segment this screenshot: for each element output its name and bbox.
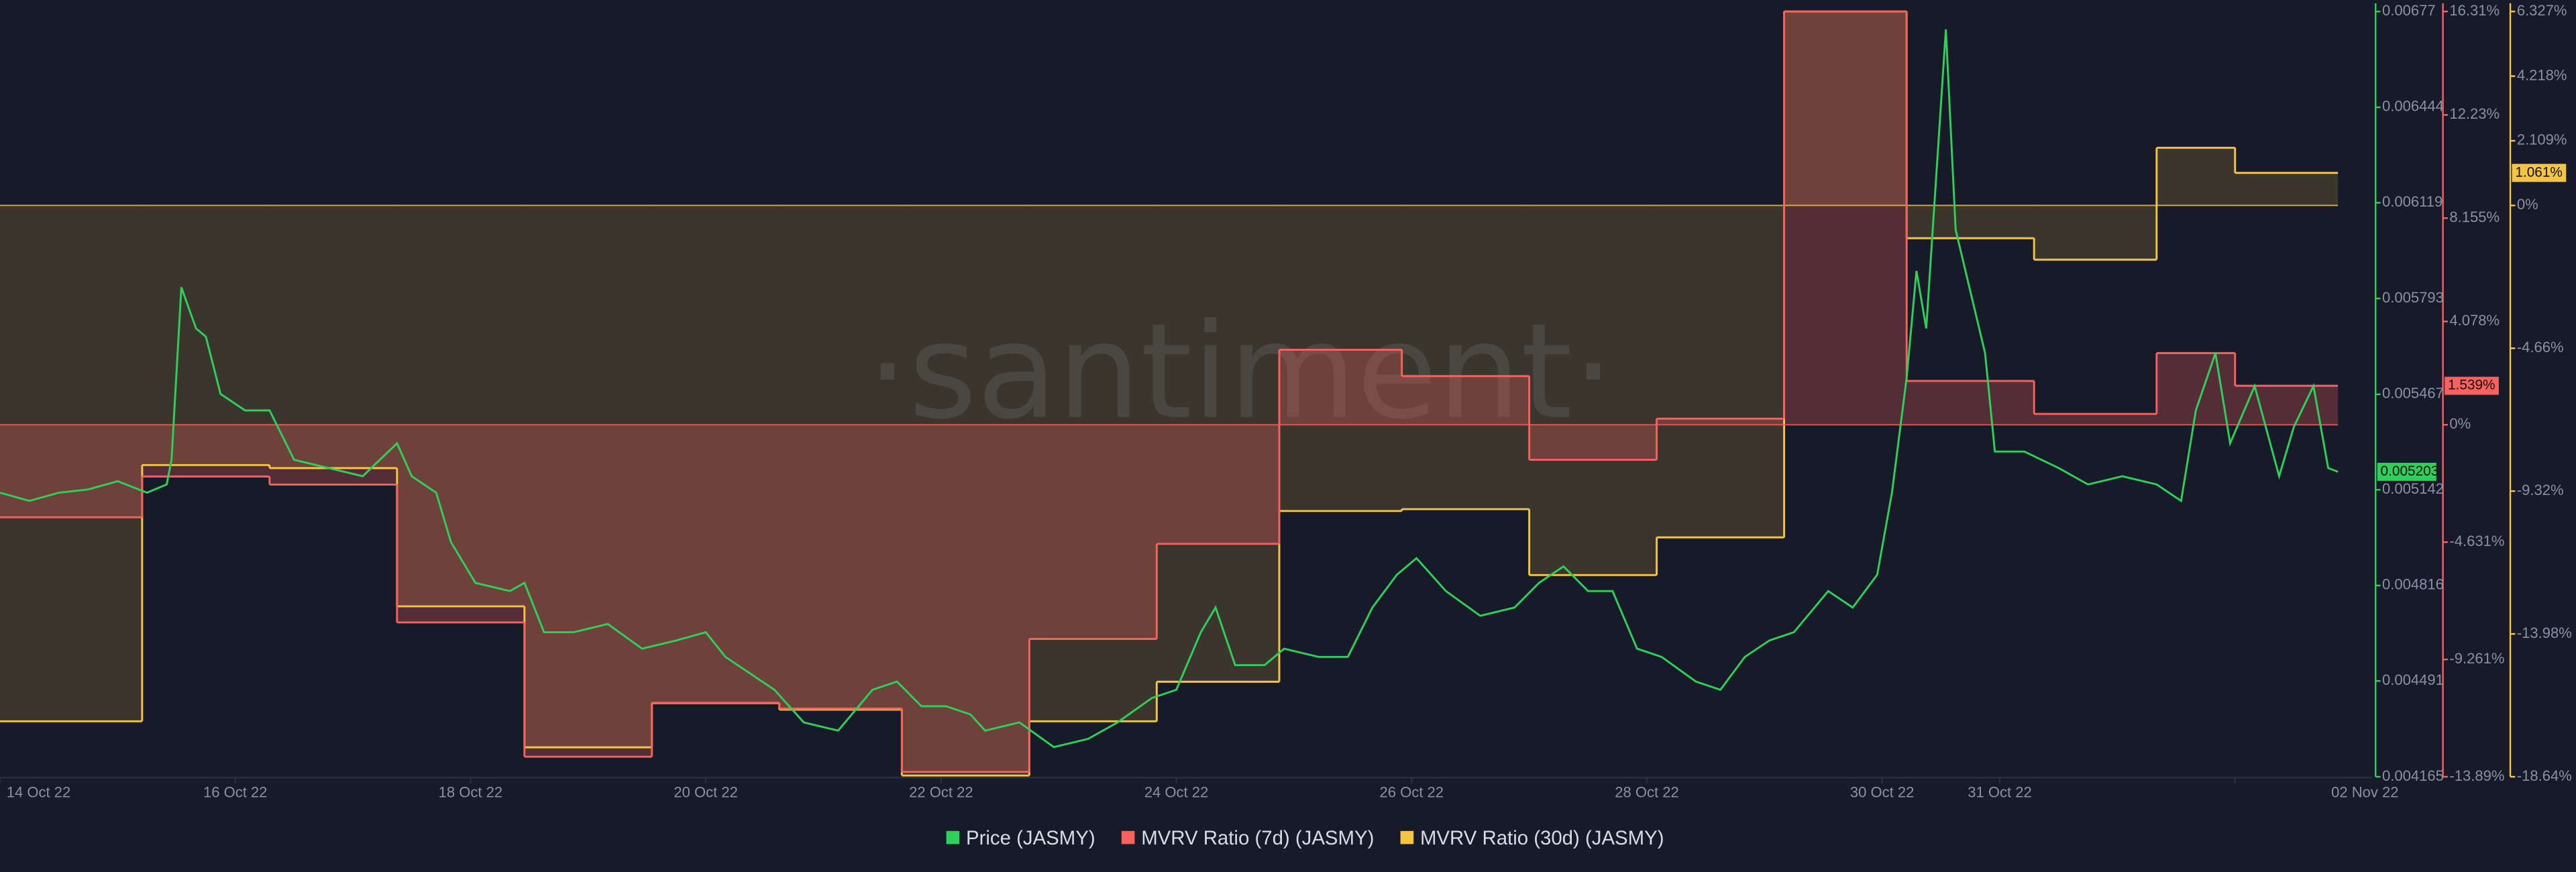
y-tick-label: 4.218% [2517,66,2567,83]
mvrv-area [142,425,270,477]
y-tick-label: 2.109% [2517,131,2567,148]
mvrv-area [902,425,1030,772]
mvrv-area [779,425,902,709]
y-tick-label: 0.006444 [2382,98,2444,115]
y-tick-label: 0.004816 [2382,576,2444,593]
x-tick-label: 28 Oct 22 [1615,783,1678,800]
legend-label: Price (JASMY) [966,827,1095,849]
y-tick-label: 0.004165 [2382,767,2444,784]
y-tick-label: -18.64% [2517,767,2572,784]
mvrv-area [1029,425,1157,639]
mvrv-area [0,425,142,518]
y-tick-label: -4.66% [2517,339,2564,356]
x-tick-label: 18 Oct 22 [439,783,502,800]
y-tick-label: 0.006119 [2382,193,2443,210]
x-tick-label: 31 Oct 22 [1968,783,2031,800]
y-tick-label: 0.00677 [2382,2,2436,19]
value-badge [2377,462,2436,481]
legend-swatch [946,830,960,844]
value-badge-label: 1.061% [2515,164,2563,180]
value-badge [2512,164,2567,182]
y-tick-label: 0.004491 [2382,671,2444,688]
y-tick-label: 0.005793 [2382,289,2444,306]
mvrv-area [779,205,902,710]
x-tick-label: 20 Oct 22 [674,783,737,800]
mvrv-area [524,205,652,748]
mvrv-area [1907,380,2035,425]
legend-swatch [1121,830,1135,844]
mvrv-area [396,205,525,606]
y-tick-label: 0.005142 [2382,480,2444,497]
y-tick-label: 0% [2449,415,2471,432]
y-tick-label: -9.261% [2449,650,2504,667]
mvrv-area [1529,425,1657,460]
mvrv-area [1656,419,1784,425]
legend-label: MVRV Ratio (30d) (JASMY) [1420,827,1664,849]
y-tick-label: -9.32% [2517,482,2564,498]
y-tick-label: -4.631% [2449,533,2504,549]
y-tick-label: 12.23% [2449,105,2500,122]
mvrv-area [2034,205,2157,260]
x-tick-label: 24 Oct 22 [1144,783,1208,800]
x-tick-label: 30 Oct 22 [1850,783,1914,800]
x-tick-label: 14 Oct 22 [7,783,70,800]
mvrv-area [1907,205,2035,239]
mvrv-area [1784,11,1907,425]
mvrv-area [269,425,397,485]
mvrv-area [524,425,652,757]
value-badge [2445,376,2499,395]
y-tick-label: -13.89% [2449,767,2504,784]
mvrv-area [1401,376,1529,425]
mvrv-area [2156,148,2235,206]
mvrv-area [1656,205,1784,538]
value-badge-label: 1.539% [2448,378,2496,393]
legend-label: MVRV Ratio (7d) (JASMY) [1141,827,1374,849]
y-tick-label: 4.078% [2449,312,2500,329]
x-tick-label: 16 Oct 22 [203,783,267,800]
mvrv-area [1279,205,1402,511]
mvrv-area [142,205,270,466]
price-line [0,29,2339,749]
mvrv-area [651,425,780,703]
mvrv-area [1279,349,1402,425]
mvrv-area [1029,205,1157,722]
y-tick-label: 6.327% [2517,2,2567,19]
mvrv-area [2235,172,2339,206]
mvrv-area [396,425,525,622]
mvrv-area [2034,414,2157,425]
mvrv-area [902,205,1030,776]
y-tick-label: 0% [2517,196,2538,213]
mvrv-area [651,205,780,704]
mvrv-area [1784,11,1907,206]
x-tick-label: 22 Oct 22 [909,783,973,800]
mvrv-area [1157,425,1279,544]
watermark: ·santiment· [867,296,1614,449]
mvrv-area [1529,205,1657,576]
mvrv-area [1401,205,1529,510]
mvrv-area [1157,205,1279,682]
x-tick-label: 26 Oct 22 [1380,783,1444,800]
y-tick-label: 0.005467 [2382,385,2444,402]
value-badge-label: 0.005203 [2381,464,2439,479]
y-tick-label: 8.155% [2449,209,2500,225]
y-tick-label: 16.31% [2449,2,2500,19]
x-tick-label: 02 Nov 22 [2331,783,2398,800]
mvrv-area [2235,386,2339,425]
y-tick-label: -13.98% [2517,624,2572,641]
legend-swatch [1400,830,1414,844]
mvrv-area [0,205,142,722]
